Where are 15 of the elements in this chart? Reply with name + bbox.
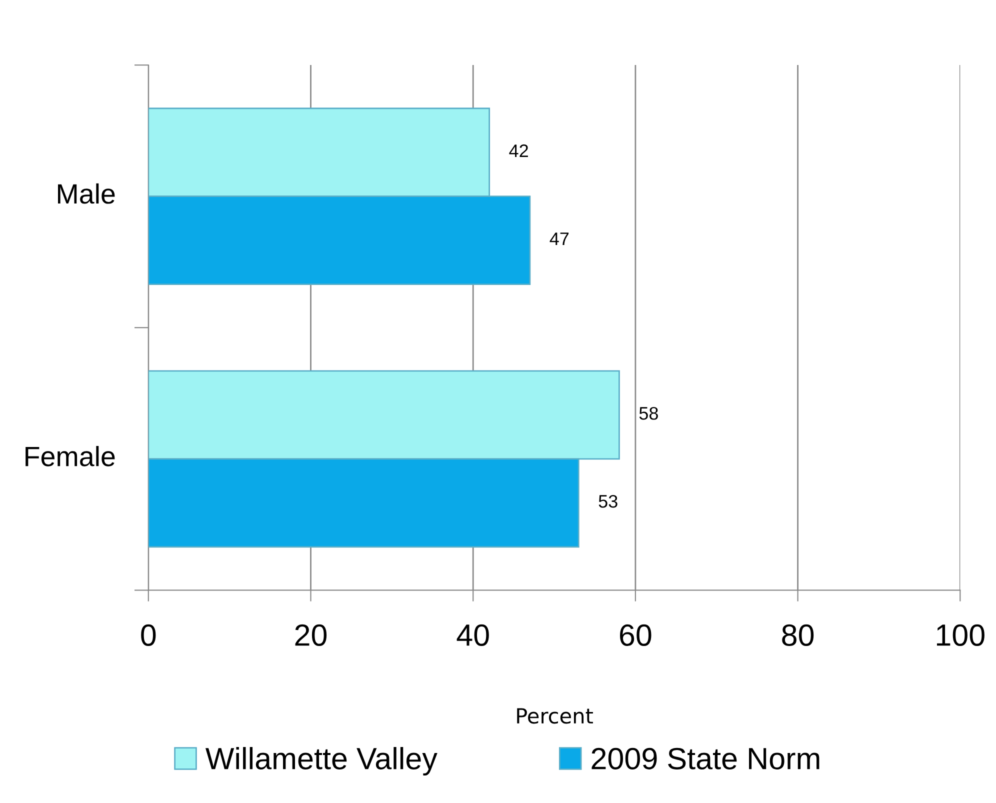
x-tick-label: 20: [295, 624, 327, 646]
legend-label: 2009 State Norm: [592, 748, 820, 770]
data-label: 58: [639, 406, 658, 420]
x-tick-label: 0: [141, 624, 156, 646]
data-label: 53: [598, 494, 618, 508]
data-label: 47: [550, 232, 569, 245]
data-label: 42: [509, 144, 528, 158]
x-tick-label: 80: [782, 624, 814, 646]
x-tick-label: 60: [620, 624, 652, 646]
x-axis-title: Percent: [517, 708, 593, 724]
y-tick-label: Female: [26, 446, 115, 466]
x-tick-label: 40: [456, 624, 489, 646]
legend-label: Willamette Valley: [206, 747, 438, 776]
x-tick-label: 100: [936, 624, 984, 646]
y-tick-label: Male: [58, 183, 115, 204]
